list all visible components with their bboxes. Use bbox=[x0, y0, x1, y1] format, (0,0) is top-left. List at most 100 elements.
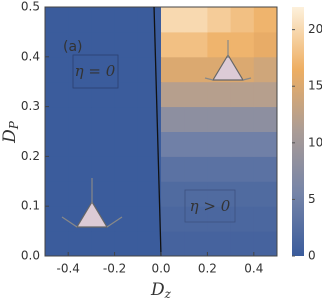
x-tick-label: 0.4 bbox=[244, 262, 263, 276]
heat-cell bbox=[184, 81, 208, 108]
heat-cell bbox=[161, 81, 185, 108]
y-tick-label: 0.3 bbox=[21, 99, 40, 113]
y-tick-label: 0.4 bbox=[21, 49, 40, 63]
annotation-box bbox=[184, 189, 236, 223]
triangle-icon bbox=[204, 40, 252, 81]
colorbar-tick-label: 10 bbox=[308, 135, 322, 149]
y-label-main: D bbox=[0, 129, 20, 144]
heat-cell bbox=[68, 7, 92, 33]
heat-cell bbox=[207, 31, 232, 58]
y-tick-label: 0.2 bbox=[21, 149, 40, 163]
heat-cell bbox=[253, 56, 278, 83]
phase-boundary bbox=[153, 6, 162, 257]
heat-cell bbox=[137, 56, 162, 83]
heat-cell bbox=[137, 156, 162, 182]
heat-cell bbox=[91, 181, 116, 207]
heat-cell bbox=[184, 56, 208, 83]
heat-cell bbox=[114, 156, 139, 182]
heat-cell bbox=[114, 81, 139, 108]
heat-cell bbox=[114, 131, 139, 157]
heat-cell bbox=[207, 81, 232, 108]
colorbar-tick-label: 20 bbox=[308, 22, 322, 36]
heat-cell bbox=[91, 31, 116, 58]
x-tick-label: 0.2 bbox=[198, 262, 217, 276]
heat-cell bbox=[161, 231, 185, 257]
heat-cell bbox=[91, 131, 116, 157]
heat-cell bbox=[137, 206, 162, 232]
heat-cell bbox=[68, 231, 92, 257]
heat-cell bbox=[230, 106, 255, 132]
heat-cell bbox=[91, 231, 116, 257]
heat-cell bbox=[161, 106, 185, 132]
heat-cell bbox=[91, 106, 116, 132]
heat-cell bbox=[68, 131, 92, 157]
heat-cell bbox=[184, 7, 208, 33]
heat-cell bbox=[253, 31, 278, 58]
heat-cell bbox=[161, 31, 185, 58]
heat-cell bbox=[161, 156, 185, 182]
heat-cell bbox=[230, 206, 255, 232]
heat-cell bbox=[253, 231, 278, 257]
heat-cell bbox=[230, 181, 255, 207]
heat-cell bbox=[68, 106, 92, 132]
heat-cell bbox=[91, 156, 116, 182]
heat-cell bbox=[207, 131, 232, 157]
panel-label: (a) bbox=[63, 39, 83, 55]
colorbar-tick-label: 15 bbox=[308, 79, 322, 93]
heat-cell bbox=[45, 181, 69, 207]
heat-cell bbox=[230, 7, 255, 33]
heat-cell bbox=[91, 7, 116, 33]
annotation: η = 0 bbox=[75, 62, 116, 80]
heat-cell bbox=[137, 181, 162, 207]
heat-cell bbox=[253, 7, 278, 33]
heat-cell bbox=[137, 7, 162, 33]
x-tick-label: 0.0 bbox=[151, 262, 170, 276]
y-axis-label: DP bbox=[0, 120, 21, 144]
heat-cell bbox=[137, 106, 162, 132]
heat-cell bbox=[137, 31, 162, 58]
annotation: η > 0 bbox=[190, 197, 231, 215]
colorbar-tick-label: 5 bbox=[308, 192, 316, 206]
x-tick-label: -0.4 bbox=[56, 262, 79, 276]
heatmap bbox=[45, 7, 278, 257]
heat-cell bbox=[45, 31, 69, 58]
heat-cell bbox=[230, 231, 255, 257]
heat-cell bbox=[114, 181, 139, 207]
heat-cell bbox=[207, 7, 232, 33]
annotation-box bbox=[72, 54, 119, 89]
heat-cell bbox=[184, 106, 208, 132]
heat-cell bbox=[253, 181, 278, 207]
heat-cell bbox=[253, 156, 278, 182]
heat-cell bbox=[253, 206, 278, 232]
y-tick-label: 0.0 bbox=[21, 249, 40, 263]
heat-cell bbox=[68, 156, 92, 182]
heat-cell bbox=[137, 231, 162, 257]
heat-cell bbox=[137, 131, 162, 157]
heat-cell bbox=[230, 131, 255, 157]
heat-cell bbox=[161, 181, 185, 207]
heat-cell bbox=[161, 131, 185, 157]
colorbar: 0 5 10 15 20 bbox=[292, 7, 322, 263]
heat-cell bbox=[68, 181, 92, 207]
heat-cell bbox=[184, 131, 208, 157]
heat-cell bbox=[161, 206, 185, 232]
heat-cell bbox=[184, 231, 208, 257]
heat-cell bbox=[161, 56, 185, 83]
heat-cell bbox=[207, 106, 232, 132]
heat-cell bbox=[45, 7, 69, 33]
heat-cell bbox=[68, 31, 92, 58]
heat-cell bbox=[91, 56, 116, 83]
colorbar-tick-label: 0 bbox=[308, 249, 316, 263]
heat-cell bbox=[184, 181, 208, 207]
heat-cell bbox=[45, 56, 69, 83]
heat-cell bbox=[184, 156, 208, 182]
heat-cell bbox=[137, 81, 162, 108]
heat-cell bbox=[207, 206, 232, 232]
heat-cell bbox=[207, 231, 232, 257]
heat-cell bbox=[45, 156, 69, 182]
heat-cell bbox=[68, 56, 92, 83]
heat-cell bbox=[114, 231, 139, 257]
heat-cell bbox=[253, 131, 278, 157]
x-axis-label: Dz bbox=[150, 280, 172, 300]
